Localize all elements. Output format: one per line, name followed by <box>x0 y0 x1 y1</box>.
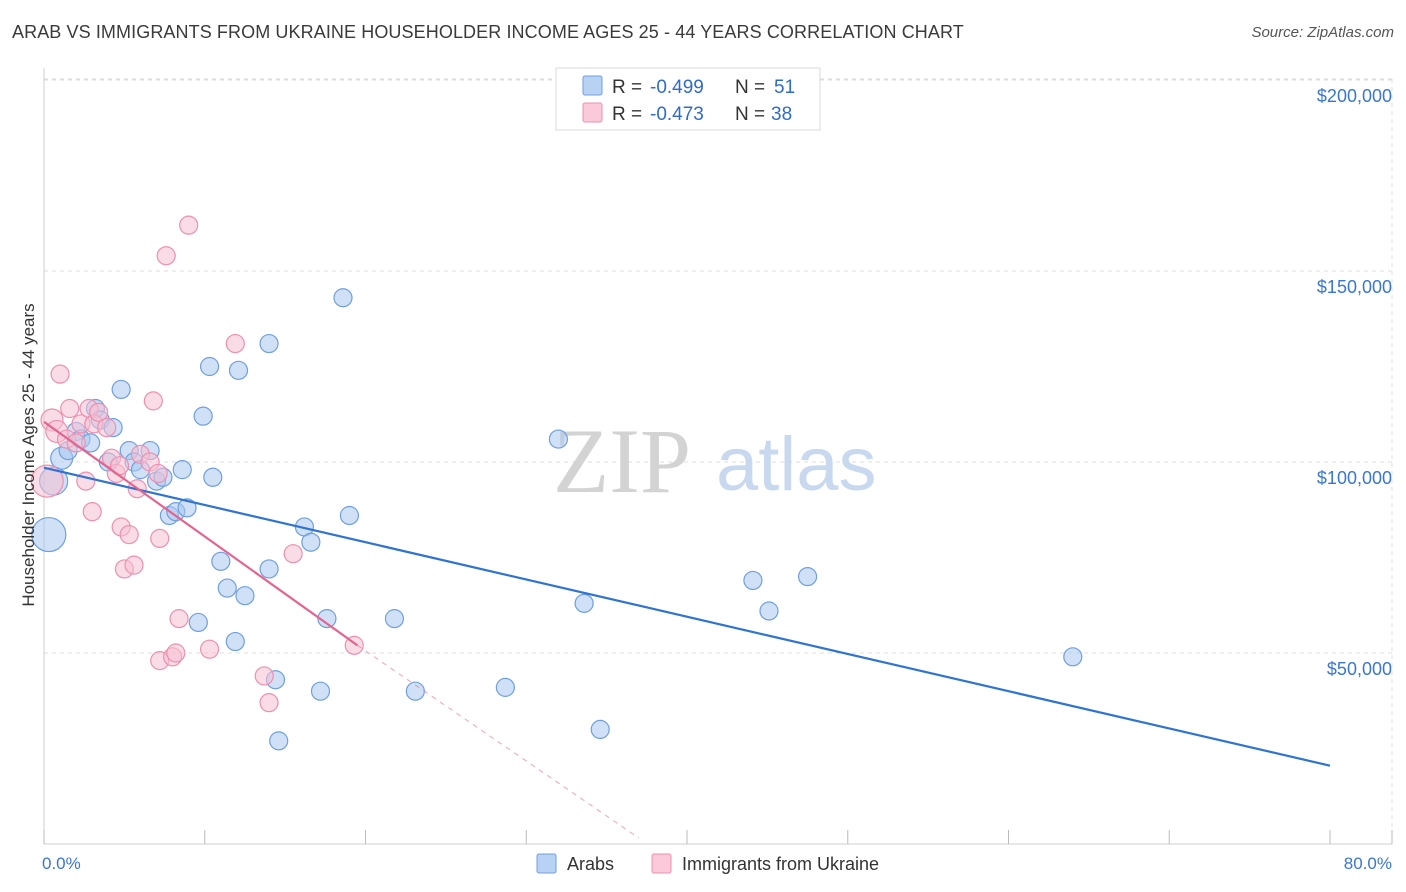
arabs-point-25 <box>217 578 237 598</box>
y-tick-label-2: $150,000 <box>1317 277 1392 297</box>
watermark-zip: ZIP <box>553 410 691 512</box>
arabs-point-42 <box>548 429 569 449</box>
trend-lines <box>43 420 1331 839</box>
arabs-point-32 <box>269 731 289 751</box>
bottom-legend-swatch-arabs <box>536 853 557 874</box>
ukraine-point-20 <box>124 555 144 575</box>
arabs-point-34 <box>301 532 321 552</box>
ukraine-point-32 <box>179 215 199 235</box>
x-tick-label-min: 0.0% <box>42 854 81 873</box>
arabs-point-9 <box>111 379 131 400</box>
arabs-point-30 <box>259 559 279 579</box>
ukraine-point-5 <box>60 398 80 419</box>
arabs-points <box>31 288 1083 751</box>
arabs-point-24 <box>211 551 231 571</box>
ukraine-trend-line <box>43 420 359 647</box>
y-tick-labels: $50,000 $100,000 $150,000 $200,000 <box>1317 86 1392 679</box>
ukraine-point-24 <box>143 391 163 411</box>
arabs-point-44 <box>590 719 610 740</box>
ukraine-point-37 <box>283 544 303 564</box>
legend-box: R = -0.499 N = 51 R = -0.473 N = 38 <box>555 67 821 131</box>
arabs-point-29 <box>259 333 279 354</box>
ukraine-point-13 <box>97 418 117 438</box>
bottom-legend-label-arabs: Arabs <box>567 854 614 874</box>
legend-n-label-ukraine: N = <box>735 104 765 125</box>
arabs-point-38 <box>339 505 360 526</box>
arabs-point-36 <box>317 609 337 629</box>
watermark-atlas: atlas <box>716 422 877 507</box>
ukraine-point-19 <box>119 524 139 545</box>
y-tick-label-3: $200,000 <box>1317 86 1392 106</box>
bottom-legend: Arabs Immigrants from Ukraine <box>536 853 879 874</box>
legend-n-value-arabs: 51 <box>774 77 795 98</box>
arabs-point-0 <box>31 516 67 553</box>
legend-r-value-arabs: -0.499 <box>650 77 704 98</box>
arabs-point-47 <box>797 566 818 587</box>
arabs-point-21 <box>193 406 213 426</box>
ukraine-point-36 <box>259 693 279 713</box>
arabs-point-43 <box>574 593 594 613</box>
arabs-point-26 <box>225 631 245 652</box>
arabs-point-28 <box>235 586 255 606</box>
legend-n-label-arabs: N = <box>735 77 765 98</box>
ukraine-point-31 <box>169 609 189 629</box>
y-tick-label-0: $50,000 <box>1327 659 1392 679</box>
ukraine-point-3 <box>50 364 70 384</box>
ukraine-trend-extension <box>357 644 640 839</box>
ukraine-point-25 <box>148 463 168 484</box>
legend-n-value-ukraine: 38 <box>771 104 792 125</box>
ukraine-point-33 <box>199 639 220 659</box>
chart-title: ARAB VS IMMIGRANTS FROM UKRAINE HOUSEHOL… <box>12 22 964 42</box>
arabs-point-48 <box>1063 647 1083 667</box>
arabs-point-41 <box>495 677 515 697</box>
arabs-point-18 <box>172 460 192 480</box>
ukraine-point-11 <box>89 402 109 422</box>
ukraine-point-34 <box>225 333 245 354</box>
bottom-legend-label-ukraine: Immigrants from Ukraine <box>682 854 879 874</box>
ukraine-point-35 <box>254 666 274 686</box>
arabs-point-27 <box>228 360 249 380</box>
arabs-point-46 <box>759 601 779 621</box>
legend-r-value-ukraine: -0.473 <box>650 104 704 125</box>
y-tick-label-1: $100,000 <box>1317 468 1392 488</box>
ukraine-point-8 <box>76 471 96 491</box>
arabs-point-45 <box>743 570 763 591</box>
ukraine-point-0 <box>30 464 64 498</box>
arabs-point-35 <box>310 681 331 701</box>
arabs-trend-line <box>43 466 1331 767</box>
ukraine-point-12 <box>82 502 102 522</box>
arabs-point-22 <box>199 356 220 377</box>
legend-swatch-arabs <box>582 75 603 96</box>
legend-r-label-ukraine: R = <box>612 104 642 125</box>
bottom-legend-swatch-ukraine <box>651 853 672 874</box>
ukraine-points <box>30 215 364 713</box>
arabs-point-23 <box>203 467 223 487</box>
legend-swatch-ukraine <box>582 102 603 123</box>
arabs-point-37 <box>333 288 353 308</box>
source-label: Source: ZipAtlas.com <box>1251 24 1394 41</box>
ukraine-point-26 <box>150 528 170 549</box>
ukraine-point-30 <box>166 643 186 663</box>
arabs-point-20 <box>188 612 208 633</box>
arabs-point-19 <box>177 498 197 518</box>
axes <box>43 68 1393 845</box>
y-axis-title: Householder Income Ages 25 - 44 years <box>19 303 38 606</box>
x-tick-label-max: 80.0% <box>1344 854 1392 873</box>
arabs-point-39 <box>384 609 405 629</box>
ukraine-point-28 <box>156 246 176 266</box>
legend-r-label-arabs: R = <box>612 77 642 98</box>
